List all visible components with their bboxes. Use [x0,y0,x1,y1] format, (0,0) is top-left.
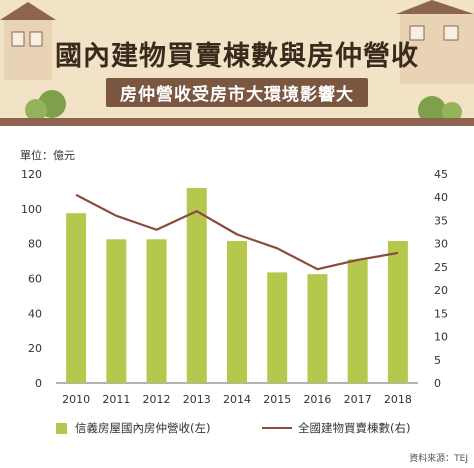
bar [66,213,87,383]
x-tick-label: 2016 [303,393,331,406]
bar [227,241,247,383]
x-tick-label: 2011 [102,393,130,406]
bar [106,239,127,383]
y-right-tick-label: 20 [434,284,448,297]
y-left-tick-label: 120 [21,168,42,181]
title-band: 國內建物買賣棟數與房仲營收 [0,30,474,76]
combo-chart: 0 20 40 60 80 100 120 0 5 10 15 20 25 30 35 40 45 2010 201… [21,168,448,406]
header-banner: 國內建物買賣棟數與房仲營收 房仲營收受房市大環境影響大 [0,0,474,126]
y-right-tick-label: 5 [434,354,441,367]
houses-illustration [0,0,474,126]
y-right-tick-label: 40 [434,191,448,204]
x-tick-label: 2013 [183,393,211,406]
bar [387,241,408,383]
bar [186,187,207,383]
bar [146,239,167,383]
y-left-tick-label: 60 [28,273,42,286]
y-right-tick-label: 30 [434,238,448,251]
y-left-tick-label: 40 [28,307,42,320]
y-left-tick-label: 100 [21,203,42,216]
x-tick-label: 2012 [143,393,171,406]
legend-line-swatch [262,427,292,429]
bar [307,274,328,383]
subtitle-band: 房仲營收受房市大環境影響大 [0,77,474,107]
chart-subtitle: 房仲營收受房市大環境影響大 [106,77,368,107]
x-tick-label: 2015 [263,393,291,406]
y-right-tick-label: 45 [434,168,448,181]
y-right-tick-label: 0 [434,377,441,390]
y-left-tick-label: 0 [35,377,42,390]
legend-bar-label: 信義房屋國內房仲營收(左) [75,421,211,435]
y-left-tick-label: 20 [28,342,42,355]
source-note: 資料來源：TEJ [409,454,468,464]
unit-label: 單位：億元 [20,149,75,162]
y-right-tick-label: 15 [434,307,448,320]
legend-line-label: 全國建物買賣棟數(右) [298,421,411,435]
y-left-tick-label: 80 [28,238,42,251]
legend: 信義房屋國內房仲營收(左) 全國建物買賣棟數(右) [0,420,474,438]
legend-bar-swatch [56,422,67,434]
legend-item-bar: 信義房屋國內房仲營收(左) [56,420,210,436]
x-tick-label: 2017 [344,393,372,406]
y-right-tick-label: 10 [434,331,448,344]
x-tick-label: 2018 [384,393,412,406]
chart-title: 國內建物買賣棟數與房仲營收 [55,40,419,72]
legend-item-line: 全國建物買賣棟數(右) [262,420,410,436]
y-right-tick-label: 25 [434,261,448,274]
bar [347,259,368,383]
bar [267,272,288,383]
series-line [75,193,399,271]
x-tick-label: 2014 [223,393,251,406]
y-right-tick-label: 35 [434,214,448,227]
x-tick-label: 2010 [62,393,90,406]
